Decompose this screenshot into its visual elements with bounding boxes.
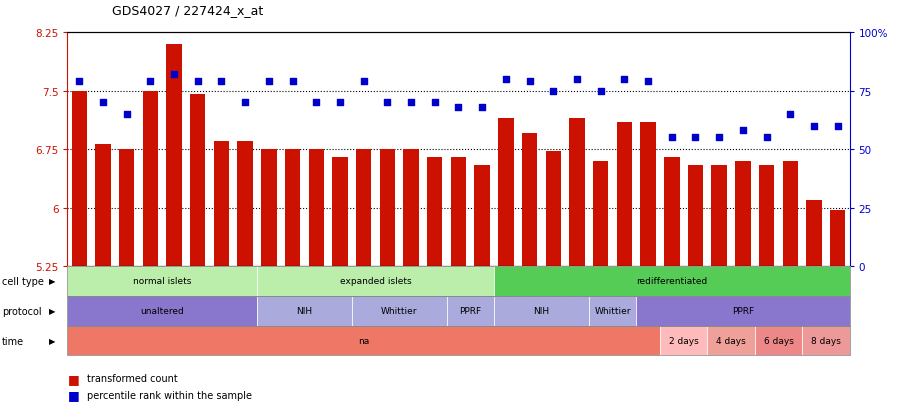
Text: ▶: ▶ <box>49 336 55 345</box>
Point <box>735 128 750 134</box>
Text: expanded islets: expanded islets <box>340 277 412 286</box>
Text: PPRF: PPRF <box>459 306 481 316</box>
Bar <box>617 123 632 266</box>
Point <box>214 79 228 85</box>
Text: normal islets: normal islets <box>133 277 191 286</box>
Text: na: na <box>358 336 369 345</box>
Text: ▶: ▶ <box>49 277 55 286</box>
Point <box>570 76 584 83</box>
Point <box>262 79 276 85</box>
Point <box>806 123 821 130</box>
Bar <box>569 119 584 266</box>
Point <box>451 104 466 111</box>
Bar <box>285 150 300 266</box>
Bar <box>735 161 751 266</box>
Point <box>143 79 157 85</box>
Bar <box>72 91 87 266</box>
Bar <box>688 165 703 266</box>
Bar <box>95 144 111 266</box>
Point <box>593 88 608 95</box>
Text: 4 days: 4 days <box>717 336 746 345</box>
Point <box>760 135 774 141</box>
Point <box>167 72 182 78</box>
Text: PPRF: PPRF <box>732 306 754 316</box>
Point <box>475 104 489 111</box>
Point <box>428 100 442 107</box>
Text: Whittier: Whittier <box>381 306 417 316</box>
Bar <box>143 91 158 266</box>
Text: percentile rank within the sample: percentile rank within the sample <box>87 390 253 400</box>
Point <box>191 79 205 85</box>
Text: unaltered: unaltered <box>140 306 184 316</box>
Bar <box>308 150 324 266</box>
Bar <box>759 165 774 266</box>
Text: GDS4027 / 227424_x_at: GDS4027 / 227424_x_at <box>112 4 263 17</box>
Point <box>285 79 299 85</box>
Bar <box>711 165 727 266</box>
Bar <box>214 142 229 266</box>
Bar <box>404 150 419 266</box>
Bar <box>427 157 442 266</box>
Bar <box>119 150 134 266</box>
Point <box>357 79 371 85</box>
Text: redifferentiated: redifferentiated <box>636 277 708 286</box>
Bar <box>664 157 680 266</box>
Bar <box>450 157 467 266</box>
Text: time: time <box>2 336 24 346</box>
Point <box>522 79 537 85</box>
Point <box>72 79 86 85</box>
Bar <box>806 200 822 266</box>
Point <box>333 100 347 107</box>
Point <box>831 123 845 130</box>
Bar <box>593 161 609 266</box>
Bar <box>166 45 182 266</box>
Bar <box>262 150 277 266</box>
Point <box>309 100 324 107</box>
Text: transformed count: transformed count <box>87 373 178 383</box>
Bar <box>237 142 253 266</box>
Point <box>689 135 703 141</box>
Text: ■: ■ <box>67 372 79 385</box>
Text: Whittier: Whittier <box>594 306 631 316</box>
Text: 8 days: 8 days <box>811 336 841 345</box>
Point <box>380 100 395 107</box>
Point <box>499 76 513 83</box>
Bar <box>498 119 513 266</box>
Text: NIH: NIH <box>297 306 313 316</box>
Text: NIH: NIH <box>533 306 549 316</box>
Text: protocol: protocol <box>2 306 41 316</box>
Text: ▶: ▶ <box>49 306 55 316</box>
Bar <box>783 161 798 266</box>
Bar <box>546 152 561 266</box>
Point <box>120 112 134 118</box>
Bar <box>190 95 206 266</box>
Point <box>641 79 655 85</box>
Bar <box>640 123 655 266</box>
Bar <box>379 150 395 266</box>
Point <box>238 100 253 107</box>
Point <box>546 88 560 95</box>
Point <box>96 100 111 107</box>
Point <box>712 135 726 141</box>
Bar <box>830 210 845 266</box>
Bar <box>522 134 538 266</box>
Bar <box>356 150 371 266</box>
Point <box>664 135 679 141</box>
Text: 6 days: 6 days <box>763 336 794 345</box>
Text: cell type: cell type <box>2 276 44 286</box>
Point <box>618 76 632 83</box>
Bar <box>333 157 348 266</box>
Text: ■: ■ <box>67 388 79 401</box>
Point <box>404 100 418 107</box>
Bar <box>475 165 490 266</box>
Text: 2 days: 2 days <box>669 336 699 345</box>
Point <box>783 112 797 118</box>
